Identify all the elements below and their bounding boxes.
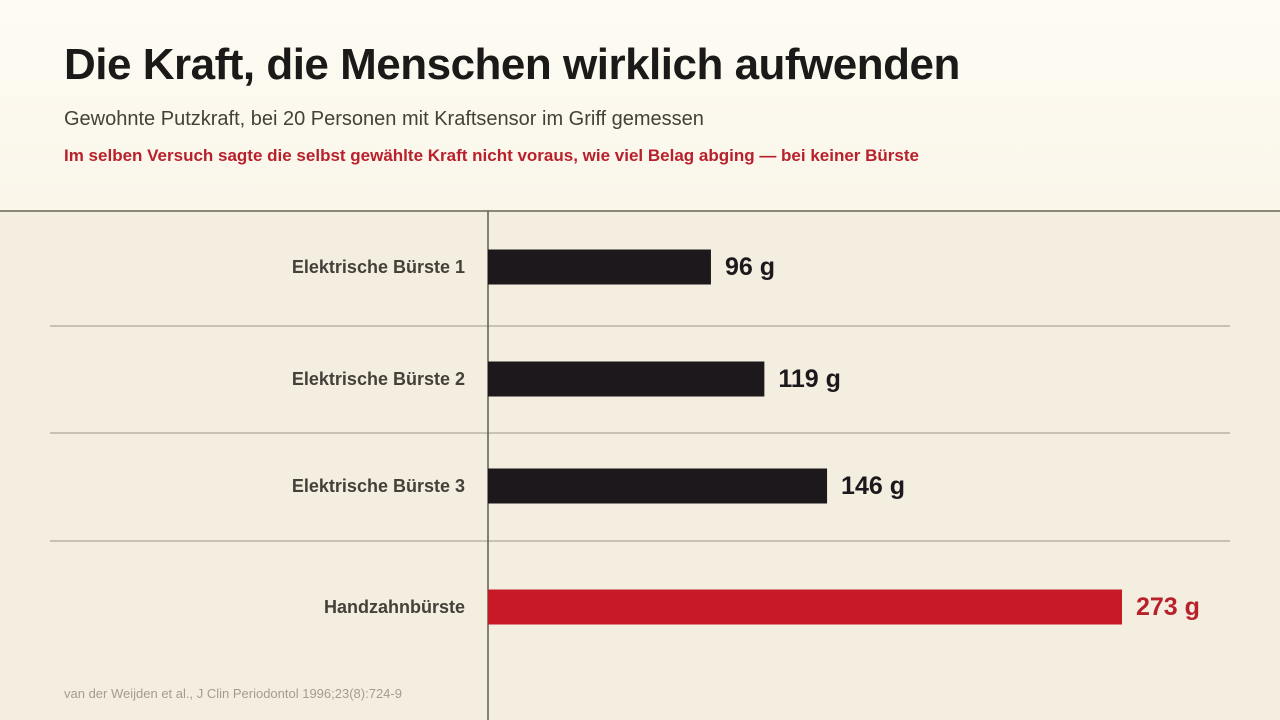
source-note: van der Weijden et al., J Clin Periodont… [64, 686, 402, 701]
value-label: 146 g [841, 472, 905, 500]
chart-note: Im selben Versuch sagte die selbst gewäh… [64, 146, 919, 165]
bar [488, 361, 765, 397]
category-label: Elektrische Bürste 3 [292, 476, 465, 496]
chart-title: Die Kraft, die Menschen wirklich aufwend… [64, 40, 960, 89]
category-label: Handzahnbürste [324, 597, 465, 617]
value-label: 96 g [725, 253, 775, 281]
value-label: 119 g [778, 365, 841, 393]
bar [488, 589, 1122, 625]
chart-subtitle: Gewohnte Putzkraft, bei 20 Personen mit … [64, 108, 704, 130]
header-panel: Die Kraft, die Menschen wirklich aufwend… [0, 0, 1280, 212]
bars-group: Elektrische Bürste 1 96 g Elektrische Bürs… [292, 249, 1200, 625]
value-label: 273 g [1136, 593, 1200, 621]
category-label: Elektrische Bürste 2 [292, 369, 465, 389]
row-separators [50, 325, 1230, 542]
bar [488, 249, 711, 285]
bar [488, 468, 828, 504]
category-label: Elektrische Bürste 1 [292, 257, 465, 277]
